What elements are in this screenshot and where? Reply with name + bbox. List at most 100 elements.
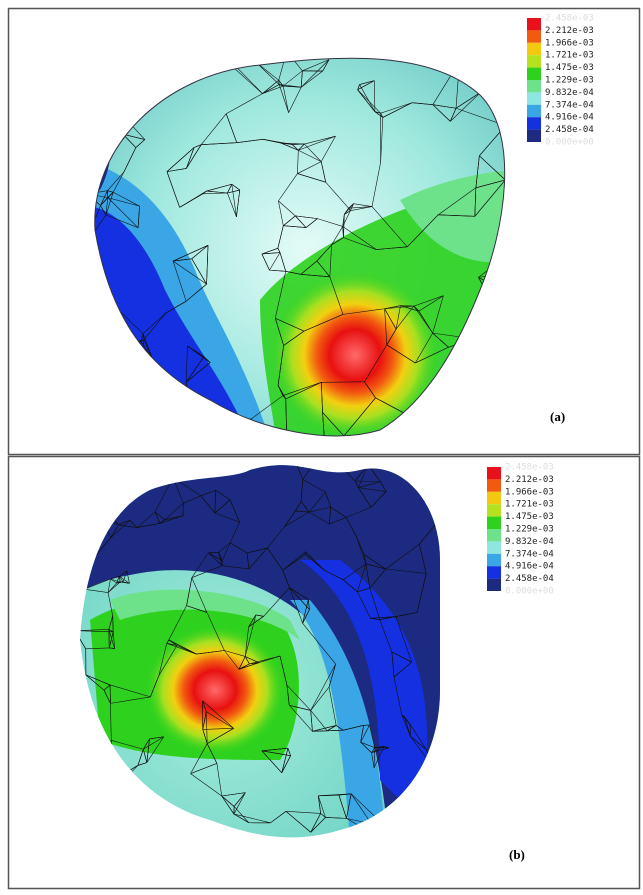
page: 2.458e-032.212e-031.966e-031.721e-031.47… (0, 0, 643, 895)
mesh-edge (202, 413, 219, 432)
mesh-edge (82, 576, 84, 589)
mesh-edge (202, 422, 233, 432)
legend-label: 1.229e-03 (505, 525, 554, 535)
mesh-edge (253, 428, 290, 446)
mesh-edge (159, 65, 162, 70)
mesh-edge (484, 298, 490, 321)
legend-label: 1.721e-03 (505, 500, 554, 510)
mesh-edge (120, 410, 138, 421)
mesh-edge (96, 112, 123, 134)
mesh-edge (100, 504, 119, 525)
mesh-edge (164, 818, 177, 825)
mesh-edge (234, 422, 238, 441)
mesh-edge (507, 256, 513, 272)
mesh-edge (87, 762, 90, 780)
legend-swatch (487, 467, 501, 479)
mesh-edge (159, 818, 177, 824)
mesh-edge (80, 551, 96, 555)
mesh-edge (508, 272, 513, 294)
mesh-edge (202, 413, 219, 432)
mesh-edge (177, 818, 184, 845)
mesh-edge (317, 458, 336, 461)
mesh-edge (426, 456, 434, 488)
mesh-edge (177, 818, 186, 825)
mesh-edge (508, 272, 513, 294)
mesh-edge (287, 437, 291, 446)
mesh-edge (140, 359, 153, 367)
mesh-edge (184, 825, 186, 844)
mesh-edge (159, 823, 164, 825)
mesh-edge (186, 815, 191, 825)
mesh-edge (100, 504, 102, 518)
mesh-edge (433, 803, 436, 838)
legend-label: 1.721e-03 (545, 51, 594, 61)
mesh-edge (119, 402, 120, 403)
mesh-edge (157, 50, 159, 65)
mesh-edge (112, 759, 125, 774)
mesh-edge (80, 460, 124, 464)
mesh-edge (230, 61, 256, 63)
mesh-edge (346, 818, 381, 839)
legend-swatch (487, 517, 501, 529)
legend-label: 1.475e-03 (505, 512, 554, 522)
mesh-edge (100, 504, 106, 511)
mesh-edge (80, 551, 96, 555)
mesh-edge (124, 410, 138, 447)
mesh-edge (219, 413, 233, 422)
mesh-edge (119, 773, 124, 784)
mesh-edge (138, 410, 160, 445)
mesh-edge (159, 51, 163, 70)
legend-swatch (487, 492, 501, 504)
mesh-edge (121, 460, 124, 461)
mesh-edge (325, 436, 344, 446)
mesh-edge (119, 402, 138, 409)
mesh-edge (417, 416, 432, 420)
legend-label: 2.458e-04 (505, 574, 554, 584)
mesh-edge (493, 394, 508, 400)
mesh-edge (475, 400, 508, 429)
mesh-edge (386, 827, 437, 839)
mesh-edge (101, 511, 105, 518)
mesh-edge (455, 437, 462, 448)
mesh-edge (190, 404, 202, 433)
legend-label: 2.458e-03 (545, 14, 594, 24)
mesh-edge (238, 428, 254, 441)
mesh-edge (507, 256, 513, 272)
mesh-edge (159, 65, 162, 70)
mesh-edge (98, 290, 112, 346)
mesh-edge (287, 437, 291, 446)
mesh-edge (436, 500, 442, 525)
mesh-edge (478, 277, 508, 293)
mesh-edge (119, 765, 138, 784)
mesh-edge (437, 457, 442, 500)
mesh-edge (112, 759, 120, 785)
mesh-edge (124, 444, 160, 446)
legend-label: 2.212e-03 (545, 26, 594, 36)
mesh-edge (120, 410, 138, 421)
mesh-edge (427, 750, 433, 767)
mesh-edge (89, 341, 141, 352)
mesh-edge (80, 461, 121, 464)
mesh-edge (433, 803, 436, 838)
mesh-edge (493, 394, 498, 438)
mesh-edge (89, 347, 112, 353)
legend-swatch (527, 68, 541, 80)
mesh-edge (431, 416, 462, 437)
mesh-edge (455, 429, 475, 448)
legend-swatch (527, 80, 541, 92)
figure: 2.458e-032.212e-031.966e-031.721e-031.47… (0, 0, 643, 891)
mesh-edge (484, 294, 508, 321)
mesh-edge (431, 416, 455, 448)
mesh-edge (87, 780, 119, 785)
mesh-edge (119, 402, 138, 409)
mesh-edge (96, 112, 123, 115)
legend-label: 2.458e-04 (545, 125, 594, 135)
mesh-edge (121, 50, 157, 58)
mesh-edge (124, 444, 160, 446)
mesh-edge (119, 773, 124, 784)
legend-swatch (487, 541, 501, 553)
mesh-edge (386, 803, 433, 827)
mesh-edge (122, 107, 123, 116)
mesh-edge (91, 740, 111, 762)
legend-label: 7.374e-04 (545, 100, 594, 110)
